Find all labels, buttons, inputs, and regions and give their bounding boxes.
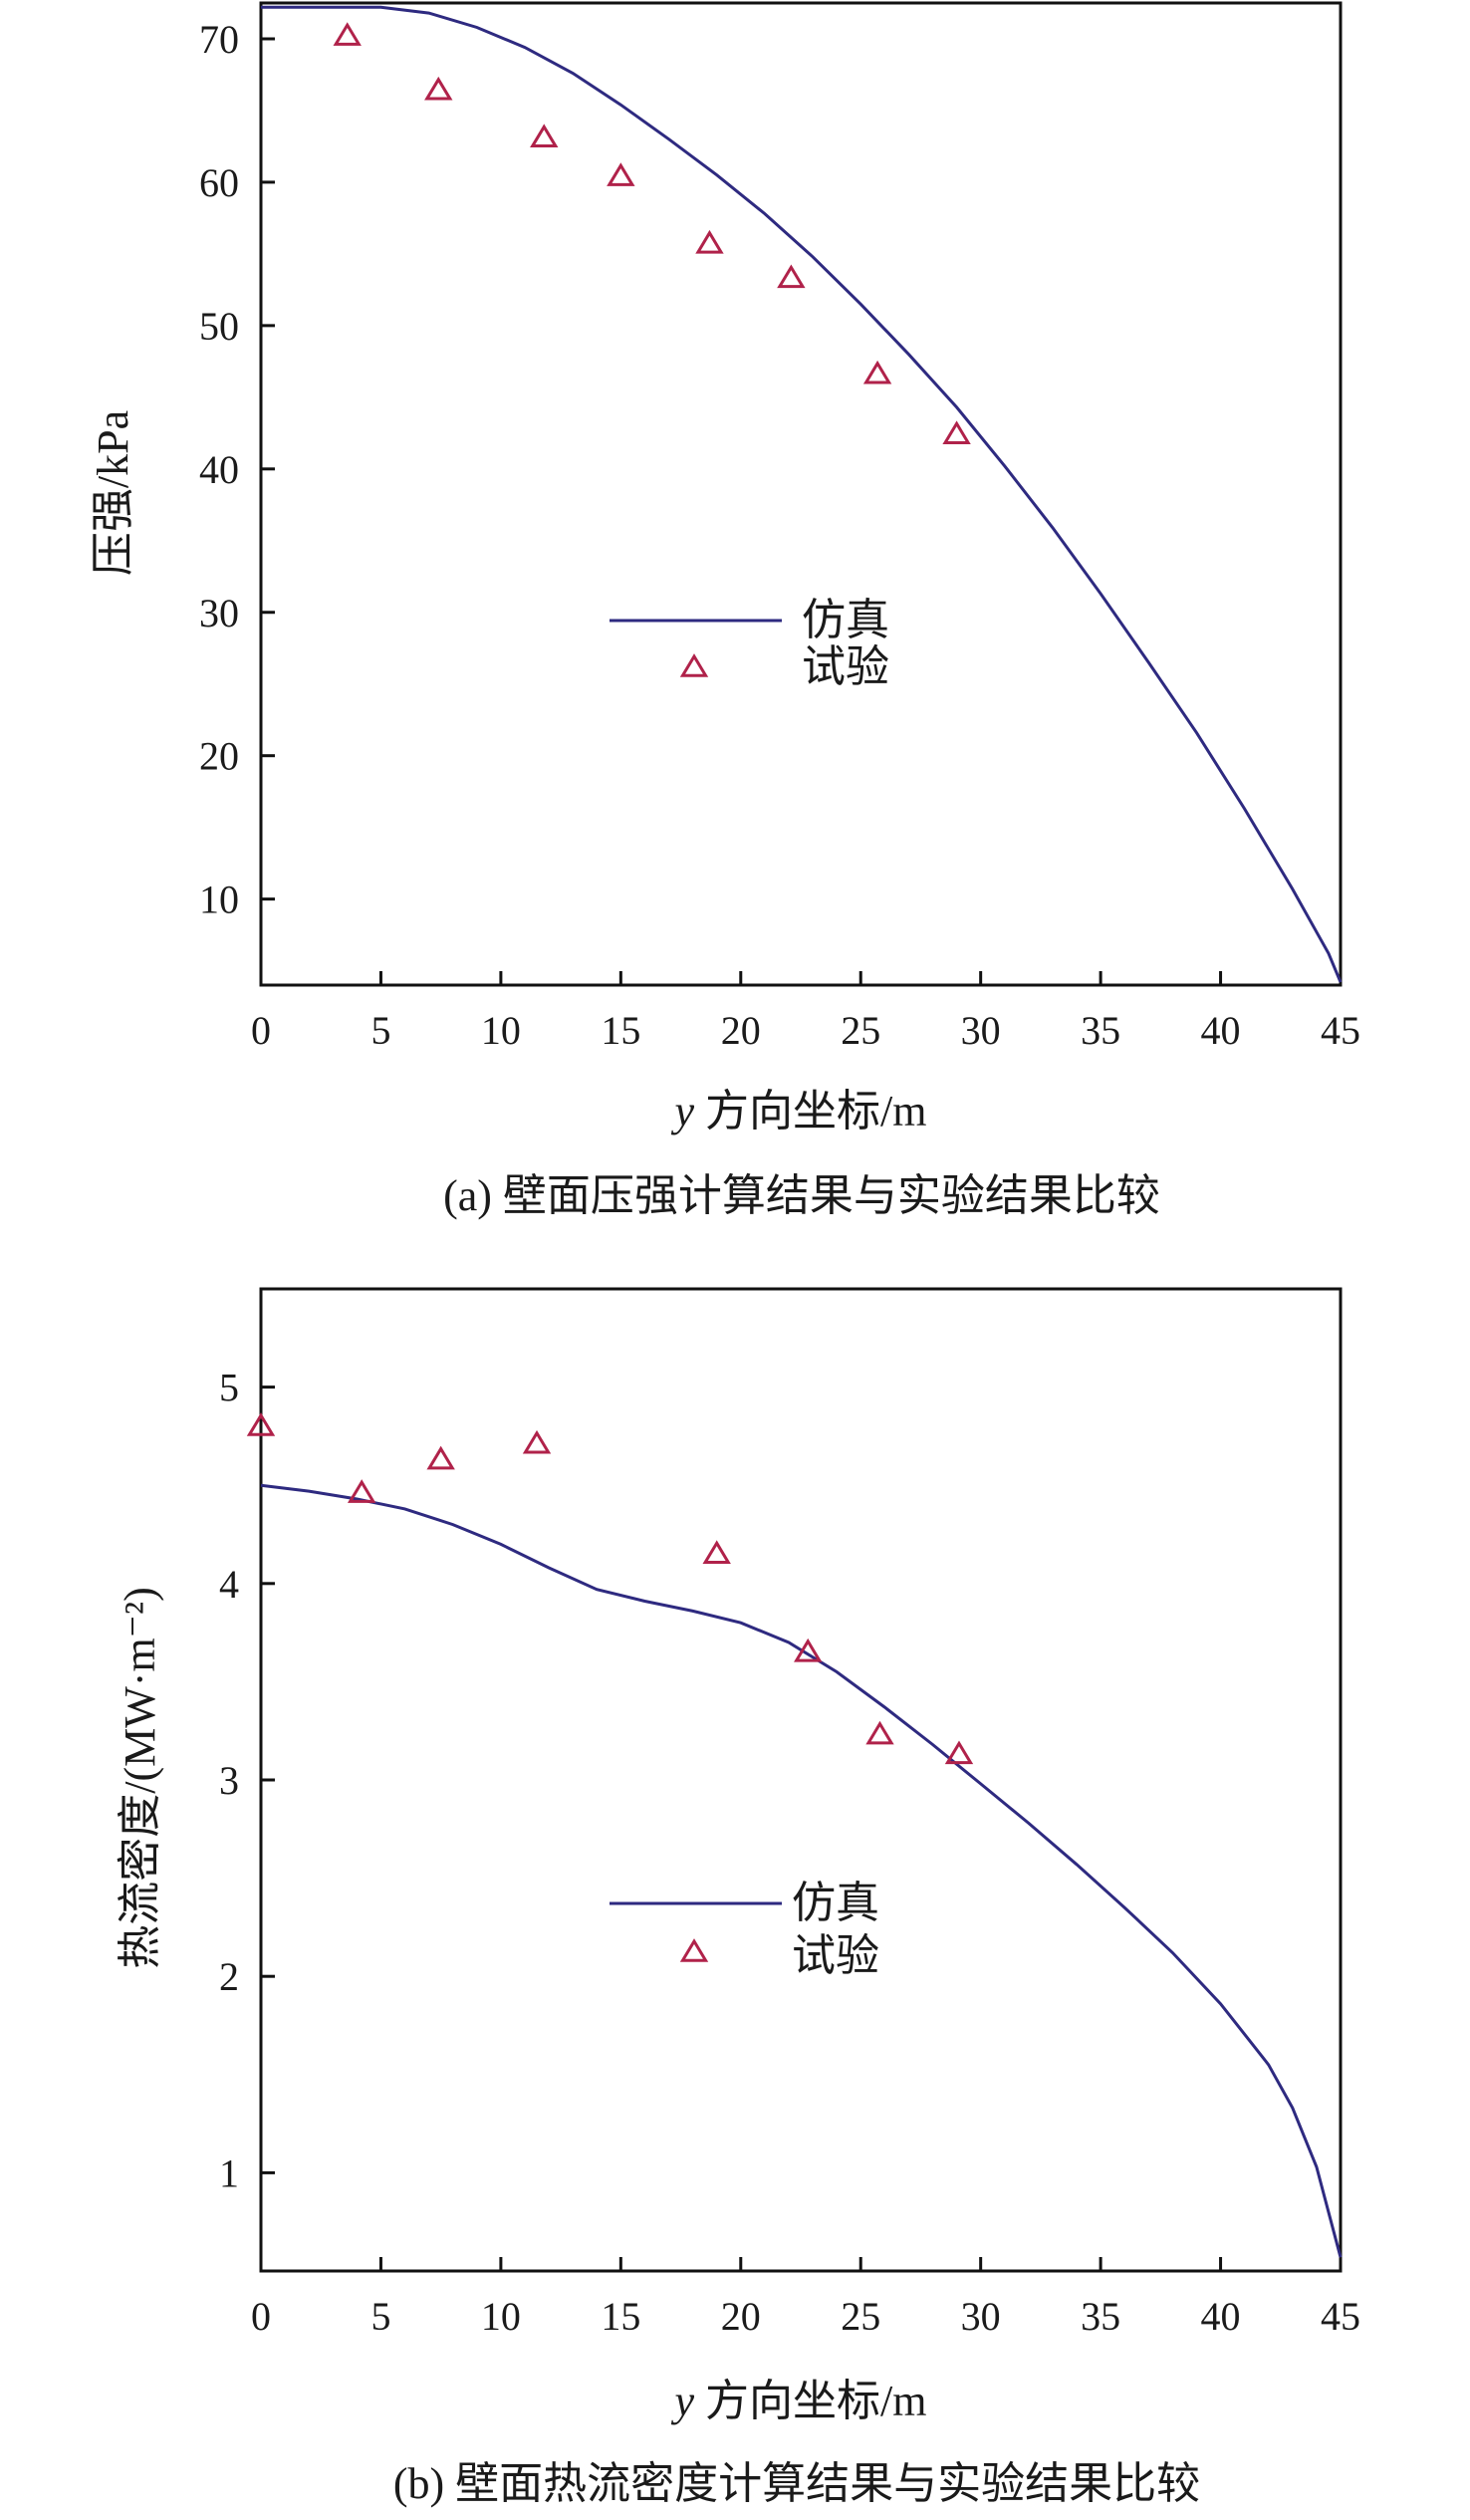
x-tick-label-a: 25 bbox=[841, 1008, 880, 1053]
series-line-simulation-b bbox=[260, 1483, 1343, 2258]
data-point-experiment-b bbox=[944, 1740, 974, 1765]
legend-label-experiment-b: 试验 bbox=[792, 1931, 879, 1980]
y-tick-label-a: 60 bbox=[199, 160, 239, 205]
legend-marker-swatch-a bbox=[679, 653, 709, 677]
y-axis-title-b: 热流密度/(MW·m⁻²) bbox=[116, 1587, 164, 1968]
y-tick-label-a: 10 bbox=[199, 878, 239, 922]
data-point-experiment-b bbox=[347, 1479, 376, 1503]
x-tick-label-a: 30 bbox=[961, 1008, 1001, 1053]
y-tick-label-a: 30 bbox=[199, 591, 239, 635]
data-point-experiment-a bbox=[530, 124, 559, 148]
legend-label-simulation-b: 仿真 bbox=[792, 1879, 879, 1927]
x-axis-title-b: y 方向坐标/m bbox=[671, 2377, 927, 2425]
chart-a: 0 5 10 15 20 25 30 35 40 45 10 20 30 40 50 60 70 y 方向坐标/m… bbox=[89, 1, 1360, 1220]
y-tick-label-b: 4 bbox=[219, 1562, 239, 1607]
y-tick-label-b: 1 bbox=[219, 2150, 239, 2195]
y-tick-label-b: 3 bbox=[219, 1758, 239, 1803]
data-point-experiment-b bbox=[865, 1720, 894, 1745]
legend-marker-swatch-b bbox=[679, 1938, 709, 1962]
y-tick-label-b: 2 bbox=[219, 1954, 239, 1999]
x-tick-label-b: 45 bbox=[1321, 2294, 1360, 2339]
x-axis-title-a: y 方向坐标/m bbox=[671, 1087, 927, 1135]
series-line-simulation-a bbox=[261, 5, 1343, 983]
x-tick-label-a: 20 bbox=[721, 1008, 761, 1053]
data-point-experiment-a bbox=[695, 229, 724, 254]
x-tick-label-b: 10 bbox=[481, 2294, 521, 2339]
data-point-experiment-b bbox=[702, 1540, 731, 1564]
y-tick-label-b: 5 bbox=[219, 1366, 239, 1410]
y-tick-label-a: 70 bbox=[199, 17, 239, 62]
plot-frame-a bbox=[259, 1, 1343, 987]
x-tick-label-a: 0 bbox=[251, 1008, 271, 1053]
data-point-experiment-a bbox=[333, 22, 362, 46]
x-tick-label-a: 5 bbox=[370, 1008, 390, 1053]
y-tick-label-a: 50 bbox=[199, 304, 239, 349]
plot-frame-b bbox=[259, 1287, 1343, 2273]
x-tick-label-b: 5 bbox=[370, 2294, 390, 2339]
x-tick-label-a: 15 bbox=[601, 1008, 640, 1053]
x-tick-label-a: 35 bbox=[1081, 1008, 1120, 1053]
y-tick-label-a: 40 bbox=[199, 447, 239, 492]
x-tick-label-a: 45 bbox=[1321, 1008, 1360, 1053]
x-tick-label-b: 30 bbox=[961, 2294, 1001, 2339]
legend-label-simulation-a: 仿真 bbox=[802, 596, 889, 644]
x-tick-label-a: 10 bbox=[481, 1008, 521, 1053]
chart-caption-b: (b) 壁面热流密度计算结果与实验结果比较 bbox=[393, 2459, 1200, 2508]
data-point-experiment-b bbox=[246, 1412, 276, 1436]
data-point-experiment-b bbox=[794, 1638, 823, 1662]
x-tick-label-b: 0 bbox=[251, 2294, 271, 2339]
legend-label-experiment-a: 试验 bbox=[802, 642, 889, 691]
x-tick-label-b: 25 bbox=[841, 2294, 880, 2339]
data-point-experiment-a bbox=[777, 264, 806, 289]
y-axis-title-a: 压强/kPa bbox=[89, 410, 137, 576]
x-tick-label-a: 40 bbox=[1201, 1008, 1241, 1053]
x-tick-label-b: 40 bbox=[1201, 2294, 1241, 2339]
chart-caption-a: (a) 壁面压强计算结果与实验结果比较 bbox=[443, 1171, 1160, 1220]
data-point-experiment-a bbox=[862, 360, 892, 384]
x-tick-label-b: 20 bbox=[721, 2294, 761, 2339]
x-tick-label-b: 35 bbox=[1081, 2294, 1120, 2339]
y-tick-label-a: 20 bbox=[199, 734, 239, 779]
x-tick-label-b: 15 bbox=[601, 2294, 640, 2339]
data-point-experiment-a bbox=[942, 420, 971, 445]
data-point-experiment-a bbox=[424, 76, 453, 101]
data-point-experiment-b bbox=[426, 1445, 455, 1470]
data-point-experiment-a bbox=[607, 162, 635, 186]
data-point-experiment-b bbox=[522, 1429, 552, 1454]
